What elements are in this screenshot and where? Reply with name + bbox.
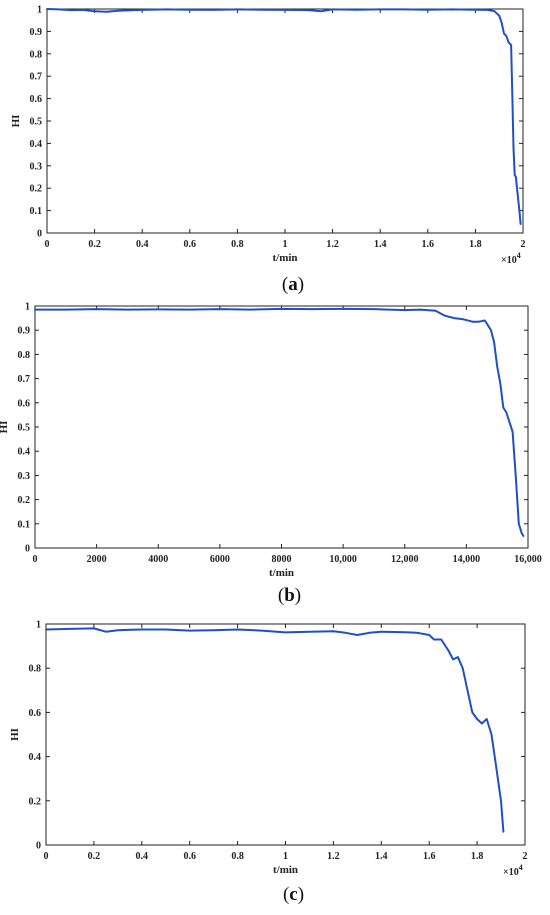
y-tick-label: 0.3 — [30, 161, 43, 172]
plot-frame — [46, 8, 524, 234]
x-axis-label: t/min — [273, 864, 298, 876]
x-tick-label: 0 — [44, 851, 49, 862]
x-tick-label: 1.4 — [375, 851, 388, 862]
x-tick-label: 0.2 — [88, 851, 101, 862]
x-tick-label: 4000 — [148, 554, 168, 565]
x-tick-label: 0 — [45, 239, 50, 250]
x-tick-label: 10,000 — [329, 554, 357, 565]
x-tick-label: 14,000 — [453, 554, 481, 565]
y-tick-label: 0.2 — [30, 184, 43, 195]
y-tick-label: 1 — [25, 302, 30, 313]
x-tick-label: 2 — [523, 851, 528, 862]
y-tick-label: 0.2 — [29, 796, 42, 807]
plot-frame — [34, 305, 529, 549]
x-axis-multiplier: ×104 — [501, 251, 521, 266]
y-tick-label: 0 — [36, 841, 41, 852]
hi-series-line — [34, 307, 525, 537]
x-tick-label: 1.8 — [469, 239, 482, 250]
y-tick-label: 0.7 — [18, 374, 31, 385]
x-tick-label: 0.6 — [184, 239, 197, 250]
y-tick-label: 0.3 — [18, 471, 31, 482]
chart-panel-a: 0 0.1 0.2 0.3 0.4 0.5 0.6 0.7 0.8 0.9 1 0 0.2 0.4 0.6 0… — [10, 5, 526, 296]
x-tick-label: 16,000 — [514, 554, 542, 565]
x-tick-label: 6000 — [210, 554, 230, 565]
x-axis-label: t/min — [269, 567, 294, 579]
chart-panel-c: 0 0.2 0.4 0.6 0.8 1 0 0.2 0.4 0.6 0.8 1 1.2 1.4 1.6 1.8… — [9, 620, 528, 906]
y-tick-label: 0.4 — [18, 447, 31, 458]
plot-frame — [45, 623, 526, 846]
y-tick-label: 0.1 — [18, 519, 31, 530]
y-tick-label: 0.6 — [18, 398, 31, 409]
chart-panel-b: 0 0.1 0.2 0.3 0.4 0.5 0.6 0.7 0.8 0.9 1 0 2000 4000 60… — [0, 302, 542, 607]
y-tick-label: 0.6 — [30, 94, 43, 105]
y-tick-label: 0.5 — [18, 423, 31, 434]
x-axis-label: t/min — [272, 252, 297, 264]
y-tick-label: 0.7 — [30, 72, 43, 83]
panel-label: (c) — [283, 884, 304, 905]
x-axis-multiplier: ×104 — [503, 863, 523, 878]
panel-label: (b) — [278, 585, 301, 606]
y-tick-label: 0.9 — [18, 326, 31, 337]
y-tick-label: 0 — [25, 544, 30, 555]
y-axis-label: HI — [10, 115, 22, 128]
x-tick-label: 1.2 — [326, 239, 339, 250]
x-tick-label: 1.6 — [422, 239, 435, 250]
y-tick-label: 0.5 — [30, 117, 43, 128]
y-tick-label: 1 — [36, 620, 41, 631]
x-tick-label: 1 — [283, 239, 288, 250]
hi-series-line — [45, 627, 505, 833]
y-tick-label: 0.8 — [18, 350, 31, 361]
x-tick-label: 2 — [521, 239, 526, 250]
x-tick-label: 2000 — [87, 554, 107, 565]
y-tick-label: 0.2 — [18, 495, 31, 506]
x-tick-label: 0.4 — [136, 851, 149, 862]
x-tick-label: 1.6 — [423, 851, 436, 862]
x-tick-label: 1 — [283, 851, 288, 862]
y-axis-label: HI — [0, 421, 10, 434]
y-tick-label: 0.8 — [30, 49, 43, 60]
x-tick-label: 0.8 — [231, 239, 244, 250]
y-tick-label: 0.6 — [29, 708, 42, 719]
x-tick-label: 0.8 — [231, 851, 244, 862]
hi-series-line — [46, 8, 522, 225]
y-tick-label: 0.1 — [30, 206, 43, 217]
y-axis-label: HI — [9, 728, 21, 741]
x-tick-label: 0.6 — [183, 851, 196, 862]
y-tick-label: 1 — [37, 5, 42, 16]
x-tick-label: 0 — [33, 554, 38, 565]
y-tick-label: 0.4 — [29, 752, 42, 763]
x-tick-label: 1.8 — [471, 851, 484, 862]
x-tick-label: 12,000 — [391, 554, 419, 565]
y-tick-label: 0 — [37, 229, 42, 240]
y-tick-label: 0.8 — [29, 664, 42, 675]
x-tick-label: 0.4 — [136, 239, 149, 250]
x-tick-label: 8000 — [272, 554, 292, 565]
x-tick-label: 1.4 — [374, 239, 387, 250]
y-tick-label: 0.9 — [30, 27, 43, 38]
x-tick-label: 0.2 — [88, 239, 101, 250]
x-tick-label: 1.2 — [327, 851, 340, 862]
y-tick-label: 0.4 — [30, 139, 43, 150]
panel-label: (a) — [282, 274, 304, 295]
